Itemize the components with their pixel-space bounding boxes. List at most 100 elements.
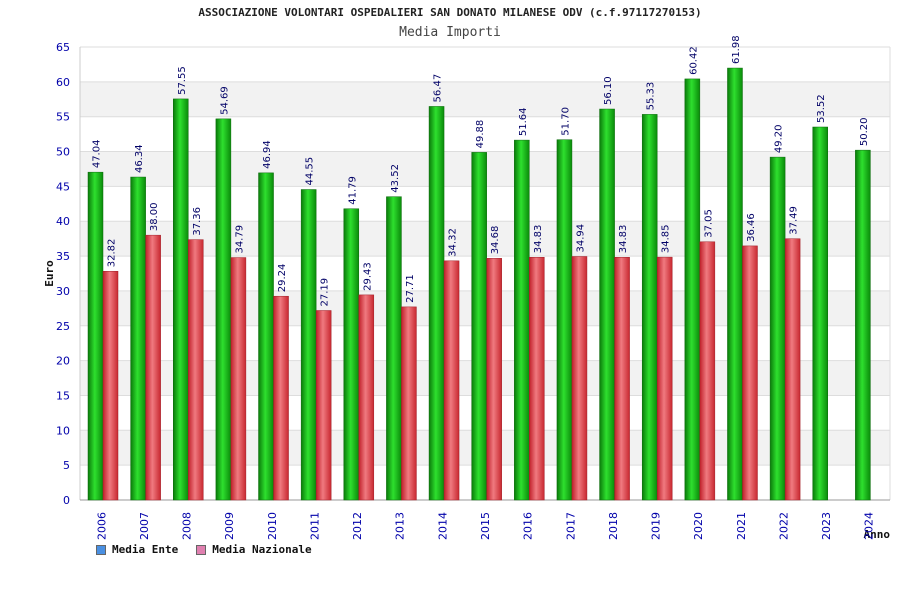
x-tick-label: 2009: [223, 512, 236, 540]
x-tick-label: 2016: [522, 512, 535, 540]
bar-media-ente: [855, 149, 871, 501]
bar-media-ente: [173, 98, 189, 501]
x-tick-label: 2020: [692, 512, 705, 540]
y-tick-label: 55: [56, 111, 70, 124]
bar-media-nazionale: [614, 257, 630, 501]
legend-item-ente: Media Ente: [96, 543, 178, 556]
data-label: 34.83: [533, 225, 544, 254]
data-label: 51.70: [560, 107, 571, 136]
legend-swatch-nazionale: [196, 544, 207, 555]
data-label: 37.05: [703, 209, 714, 238]
legend-label-nazionale: Media Nazionale: [212, 543, 312, 556]
y-tick-label: 0: [63, 494, 70, 507]
x-tick-label: 2006: [95, 512, 108, 540]
x-tick-label: 2024: [863, 512, 876, 540]
data-label: 46.94: [262, 140, 273, 169]
bar-media-nazionale: [102, 271, 119, 501]
x-tick-label: 2008: [181, 512, 194, 540]
x-tick-label: 2010: [266, 512, 279, 540]
bar-media-ente: [343, 208, 360, 501]
y-tick-label: 65: [56, 41, 70, 54]
data-label: 60.42: [688, 46, 699, 75]
data-label: 32.82: [107, 239, 118, 268]
data-label: 34.94: [575, 224, 586, 253]
data-label: 37.49: [789, 206, 800, 235]
data-label: 61.98: [731, 35, 742, 64]
data-label: 46.34: [134, 144, 145, 173]
x-tick-label: 2021: [735, 512, 748, 540]
data-label: 37.36: [192, 207, 203, 236]
bar-media-ente: [87, 171, 104, 501]
x-tick-label: 2007: [138, 512, 151, 540]
data-label: 29.24: [277, 264, 288, 293]
legend: Media Ente Media Nazionale: [96, 543, 312, 556]
legend-item-nazionale: Media Nazionale: [196, 543, 312, 556]
bar-media-ente: [727, 67, 743, 501]
bar-media-nazionale: [443, 260, 460, 501]
data-label: 34.79: [234, 225, 245, 254]
y-tick-label: 45: [56, 180, 70, 193]
bar-media-ente: [215, 118, 232, 501]
bar-media-nazionale: [529, 257, 545, 501]
y-tick-label: 5: [63, 459, 70, 472]
bar-media-ente: [130, 176, 146, 501]
data-label: 56.47: [433, 74, 444, 103]
data-label: 43.52: [390, 164, 401, 193]
data-label: 53.52: [816, 94, 827, 123]
data-label: 34.68: [490, 226, 501, 255]
x-tick-label: 2019: [650, 512, 663, 540]
x-tick-label: 2012: [351, 512, 364, 540]
bar-media-nazionale: [571, 256, 588, 501]
data-label: 38.00: [149, 203, 160, 232]
bar-media-ente: [599, 108, 615, 501]
bar-media-nazionale: [358, 294, 375, 501]
data-label: 36.46: [746, 213, 757, 242]
data-label: 34.32: [448, 228, 459, 257]
y-tick-label: 10: [56, 424, 70, 437]
data-label: 54.69: [219, 86, 230, 115]
y-tick-label: 25: [56, 320, 70, 333]
data-label: 56.10: [603, 76, 614, 105]
x-tick-label: 2018: [607, 512, 620, 540]
y-tick-label: 15: [56, 389, 70, 402]
data-label: 49.88: [475, 120, 486, 149]
bar-media-nazionale: [273, 295, 289, 501]
data-label: 27.19: [320, 278, 331, 307]
y-tick-label: 50: [56, 146, 70, 159]
data-label: 27.71: [405, 274, 416, 303]
data-label: 34.83: [618, 225, 629, 254]
bar-media-ente: [300, 189, 317, 501]
bar-media-ente: [684, 78, 701, 501]
bar-media-nazionale: [188, 239, 204, 501]
bar-media-ente: [769, 156, 786, 501]
x-tick-label: 2017: [564, 512, 577, 540]
x-axis-label: Anno: [864, 528, 891, 541]
bar-media-nazionale: [486, 258, 502, 501]
data-label: 50.20: [859, 118, 870, 147]
data-label: 51.64: [518, 107, 529, 136]
bar-media-ente: [386, 196, 402, 501]
y-tick-label: 35: [56, 250, 70, 263]
bar-media-nazionale: [145, 234, 161, 501]
bar-media-nazionale: [315, 310, 332, 501]
data-label: 57.55: [177, 66, 188, 95]
bar-media-ente: [556, 139, 573, 501]
bar-media-nazionale: [656, 256, 673, 501]
data-label: 41.79: [347, 176, 358, 205]
bar-media-ente: [812, 126, 828, 501]
bar-media-nazionale: [784, 238, 801, 501]
x-tick-label: 2023: [820, 512, 833, 540]
y-tick-label: 30: [56, 285, 70, 298]
data-label: 47.04: [92, 140, 103, 169]
bar-media-ente: [258, 172, 274, 501]
bar-media-ente: [471, 152, 487, 501]
x-tick-label: 2013: [394, 512, 407, 540]
chart-subtitle: Media Importi: [399, 25, 501, 40]
data-label: 29.43: [362, 262, 373, 291]
legend-swatch-ente: [96, 544, 106, 555]
y-tick-label: 40: [56, 215, 70, 228]
legend-label-ente: Media Ente: [112, 543, 179, 556]
chart-title: ASSOCIAZIONE VOLONTARI OSPEDALIERI SAN D…: [198, 6, 702, 19]
data-label: 44.55: [305, 157, 316, 186]
